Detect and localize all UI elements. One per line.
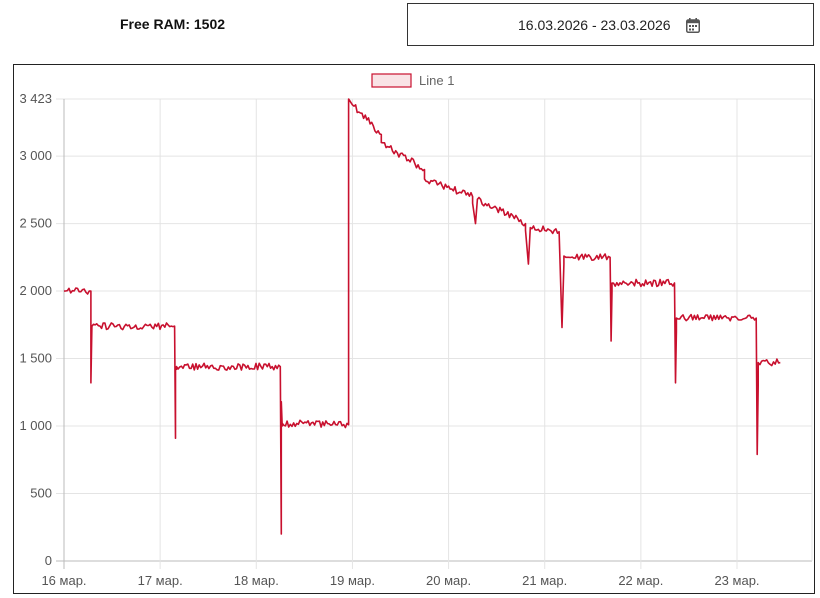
y-tick-label: 0 — [45, 553, 52, 568]
y-tick-label: 1 500 — [19, 351, 52, 366]
y-tick-label: 1 000 — [19, 418, 52, 433]
y-tick-label: 3 000 — [19, 148, 52, 163]
free-ram-label: Free RAM: 1502 — [120, 16, 226, 32]
series-line-1 — [63, 98, 781, 535]
x-tick-label: 21 мар. — [522, 573, 567, 588]
chart-container: 0 500 1 000 1 500 2 000 2 500 3 000 3 423 16 мар… — [13, 64, 815, 594]
x-tick-label: 23 мар. — [714, 573, 759, 588]
y-tick-label: 3 423 — [19, 91, 52, 106]
legend-swatch-line-1[interactable] — [371, 73, 412, 88]
chart-legend[interactable]: Line 1 — [371, 73, 454, 88]
x-tick-label: 18 мар. — [234, 573, 279, 588]
y-tick-label: 500 — [30, 486, 52, 501]
x-tick-label: 16 мар. — [41, 573, 86, 588]
x-tick-label: 20 мар. — [426, 573, 471, 588]
line-chart: 0 500 1 000 1 500 2 000 2 500 3 000 3 423 16 мар… — [19, 73, 813, 588]
date-range-picker[interactable]: 16.03.2026 - 23.03.2026 — [407, 3, 814, 46]
y-tick-label: 2 000 — [19, 283, 52, 298]
x-tick-label: 22 мар. — [618, 573, 663, 588]
x-tick-label: 19 мар. — [330, 573, 375, 588]
x-tick-label: 17 мар. — [138, 573, 183, 588]
date-range-text: 16.03.2026 - 23.03.2026 — [518, 17, 671, 33]
legend-label-line-1[interactable]: Line 1 — [419, 73, 454, 88]
y-tick-label: 2 500 — [19, 216, 52, 231]
calendar-icon[interactable] — [686, 18, 700, 33]
